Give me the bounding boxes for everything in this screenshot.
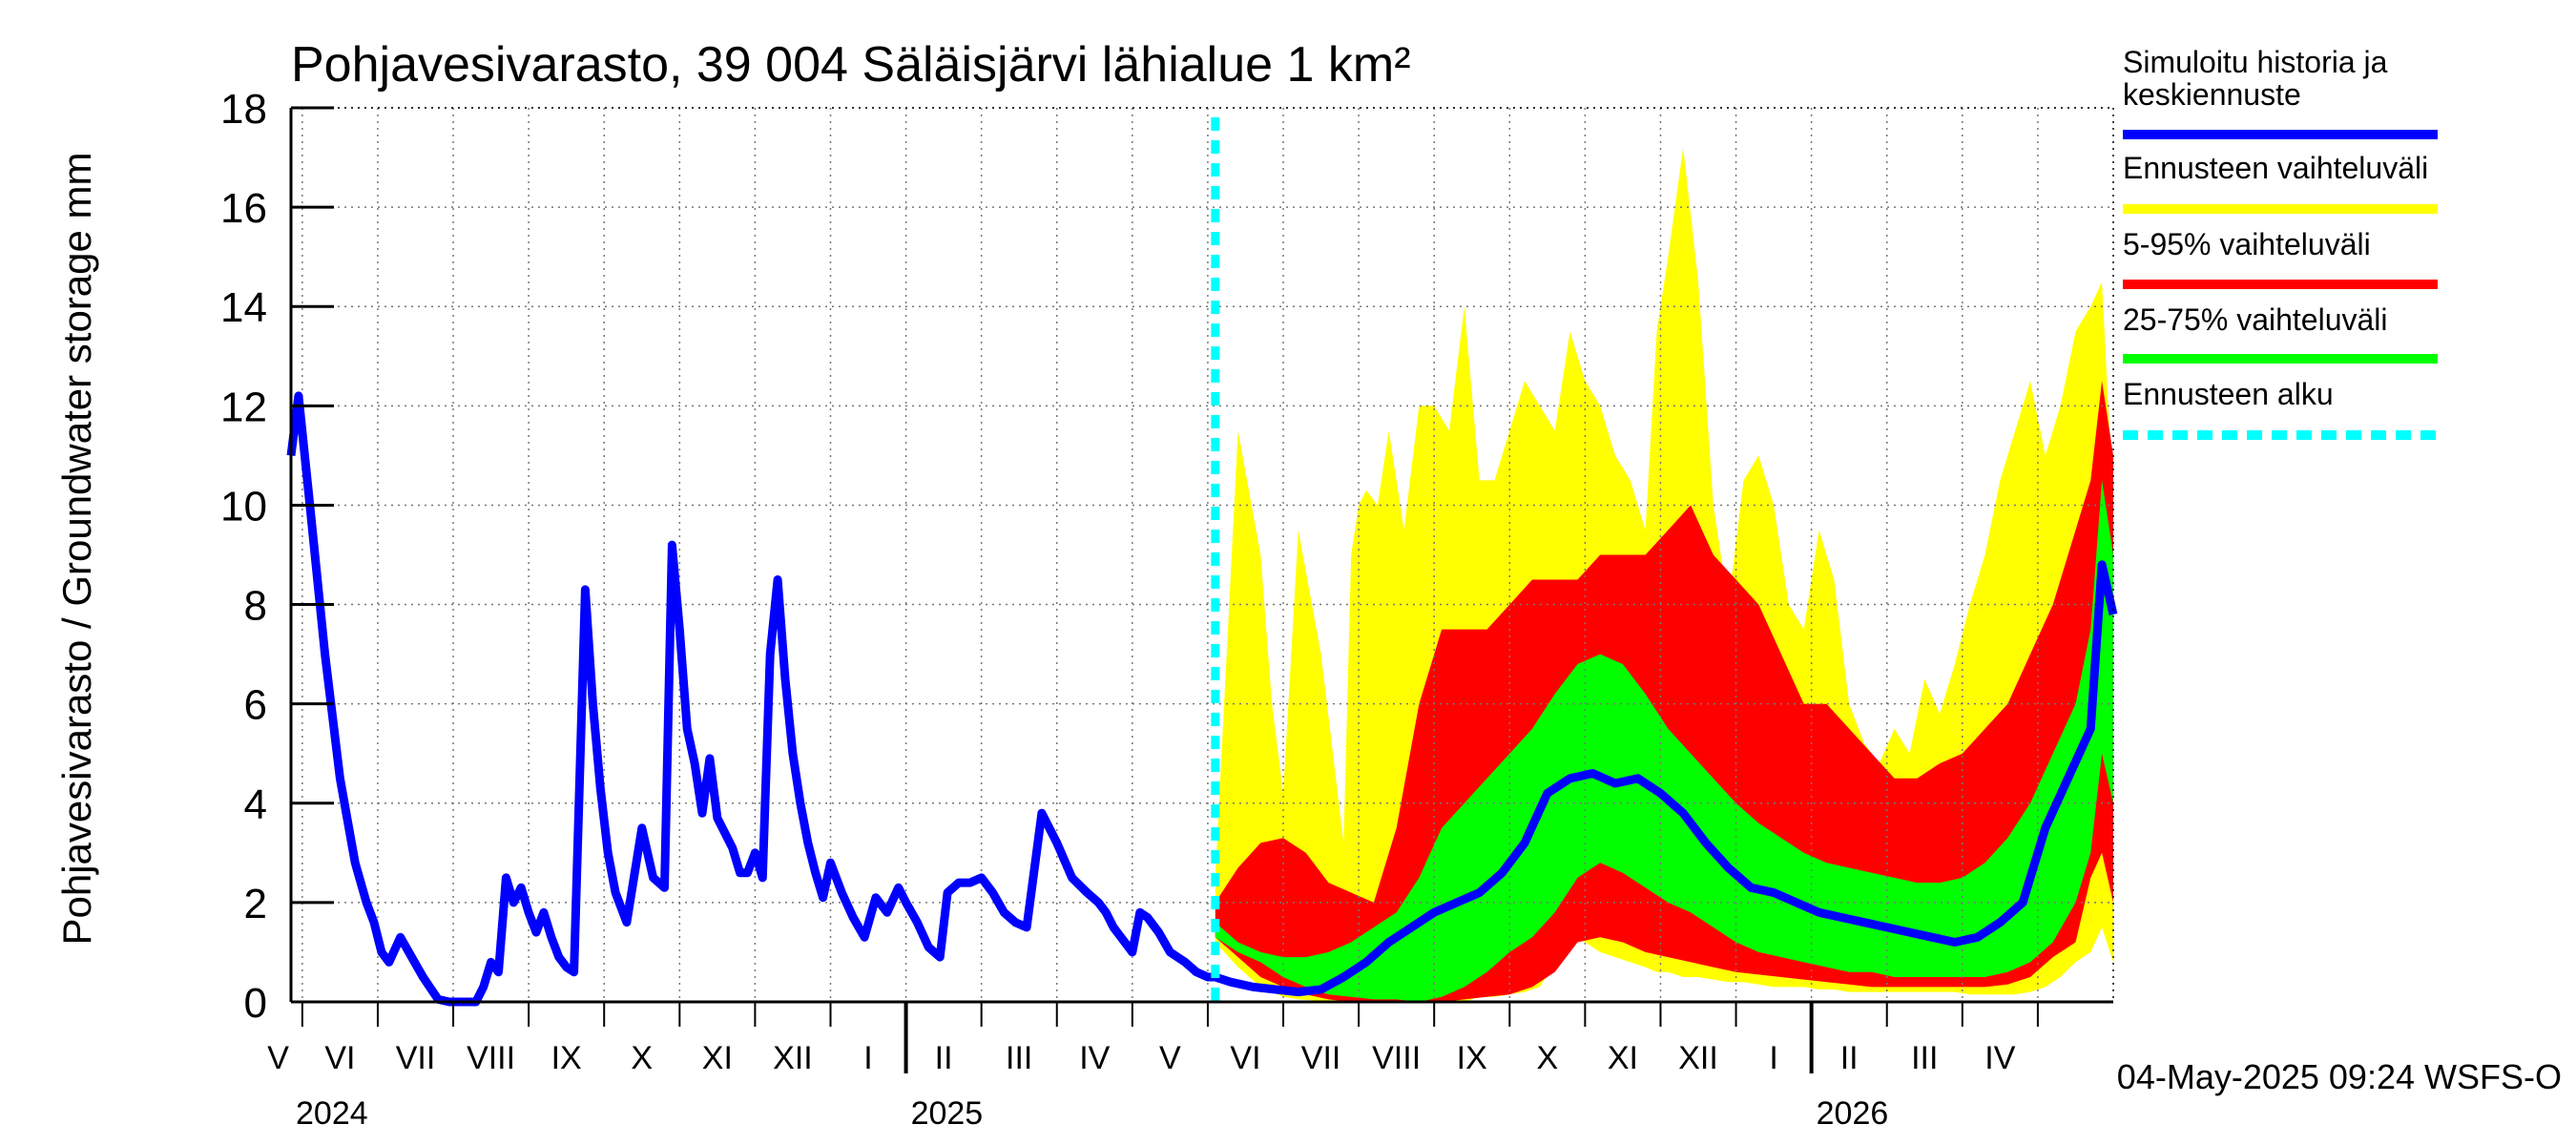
x-month-label-8: I xyxy=(863,1040,872,1076)
x-year-label-0: 2024 xyxy=(296,1095,368,1132)
x-month-label-15: VIII xyxy=(1372,1040,1421,1076)
mean-series-line xyxy=(286,391,2118,1007)
footer-timestamp: 04-May-2025 09:24 WSFS-O xyxy=(2117,1057,2562,1096)
x-month-label-13: VI xyxy=(1230,1040,1260,1076)
x-month-label-17: X xyxy=(1536,1040,1558,1076)
y-tick-label-7: 14 xyxy=(220,284,267,331)
legend-label-0: Simuloitu historia ja xyxy=(2123,45,2388,79)
x-month-label-14: VII xyxy=(1301,1040,1341,1076)
x-month-label-22: III xyxy=(1911,1040,1938,1076)
x-month-label-21: II xyxy=(1840,1040,1859,1076)
y-tick-label-2: 4 xyxy=(244,781,267,828)
band-area-3 xyxy=(1215,480,2113,1002)
legend-label-0-line2: keskiennuste xyxy=(2123,77,2301,112)
line-layer xyxy=(286,117,2118,1007)
y-tick-label-9: 18 xyxy=(220,86,267,133)
legend-label-2: 5-95% vaihteluväli xyxy=(2123,227,2371,261)
legend-label-4: Ennusteen alku xyxy=(2123,377,2334,411)
x-month-label-0: V xyxy=(267,1040,289,1076)
y-tick-label-0: 0 xyxy=(244,980,267,1027)
y-tick-label-8: 16 xyxy=(220,185,267,232)
x-month-label-3: VIII xyxy=(467,1040,515,1076)
x-year-label-2: 2026 xyxy=(1817,1095,1889,1132)
x-month-label-9: II xyxy=(935,1040,953,1076)
x-month-label-19: XII xyxy=(1678,1040,1718,1076)
x-month-label-2: VII xyxy=(396,1040,436,1076)
x-month-label-4: IX xyxy=(551,1040,582,1076)
x-month-label-7: XII xyxy=(773,1040,813,1076)
legend-label-3: 25-75% vaihteluväli xyxy=(2123,302,2388,337)
band-layer xyxy=(1215,147,2113,1003)
chart-title: Pohjavesivarasto, 39 004 Säläisjärvi läh… xyxy=(291,37,1411,93)
y-tick-label-3: 6 xyxy=(244,682,267,729)
y-axis-label: Pohjavesivarasto / Groundwater storage m… xyxy=(54,152,99,945)
x-month-label-10: III xyxy=(1006,1040,1032,1076)
y-tick-label-6: 12 xyxy=(220,384,267,430)
x-month-label-1: VI xyxy=(324,1040,355,1076)
legend-label-1: Ennusteen vaihteluväli xyxy=(2123,151,2428,185)
x-month-label-20: I xyxy=(1769,1040,1777,1076)
x-month-label-5: X xyxy=(631,1040,653,1076)
x-month-label-6: XI xyxy=(702,1040,733,1076)
x-month-label-23: IV xyxy=(1984,1040,2015,1076)
y-tick-label-5: 10 xyxy=(220,483,267,530)
y-tick-label-4: 8 xyxy=(244,583,267,630)
x-month-label-12: V xyxy=(1159,1040,1181,1076)
x-year-label-1: 2025 xyxy=(911,1095,984,1132)
x-month-label-11: IV xyxy=(1079,1040,1110,1076)
x-month-label-18: XI xyxy=(1608,1040,1638,1076)
y-tick-label-1: 2 xyxy=(244,881,267,927)
x-month-label-16: IX xyxy=(1457,1040,1487,1076)
